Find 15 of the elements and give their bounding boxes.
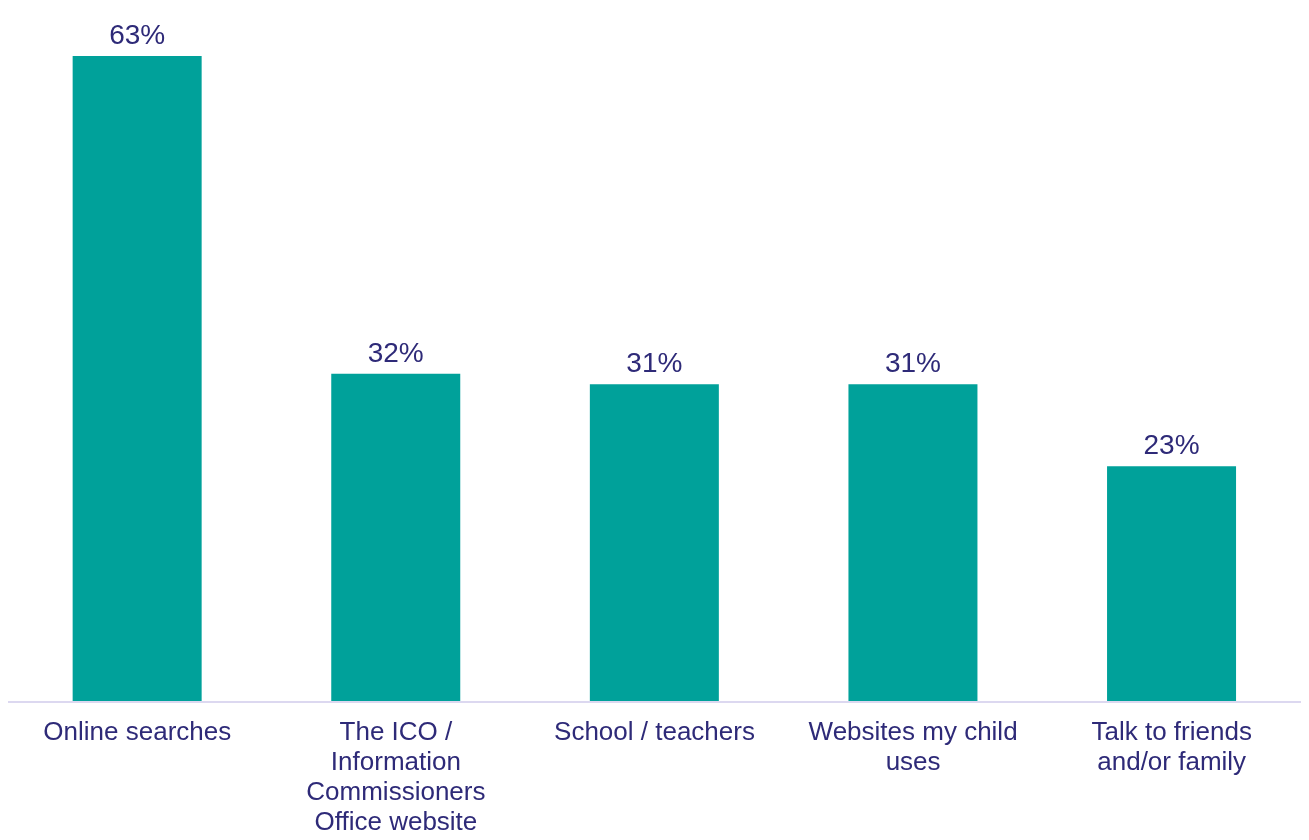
x-tick-label: The ICO / Information Commissioners Office website (306, 716, 486, 836)
bar (589, 384, 719, 702)
bar (848, 384, 978, 702)
bar (72, 56, 202, 702)
data-label: 31% (884, 347, 941, 379)
bar (1107, 466, 1237, 702)
data-label: 23% (1143, 429, 1200, 461)
x-tick-label: Talk to friends and/or family (1091, 716, 1252, 776)
x-tick-label: School / teachers (554, 716, 755, 746)
data-label: 32% (367, 336, 424, 368)
bar (331, 373, 461, 702)
data-label: 63% (109, 19, 166, 50)
x-tick-label: Online searches (43, 716, 232, 746)
x-tick-label: Websites my child uses (808, 716, 1018, 776)
data-label: 31% (626, 347, 683, 379)
